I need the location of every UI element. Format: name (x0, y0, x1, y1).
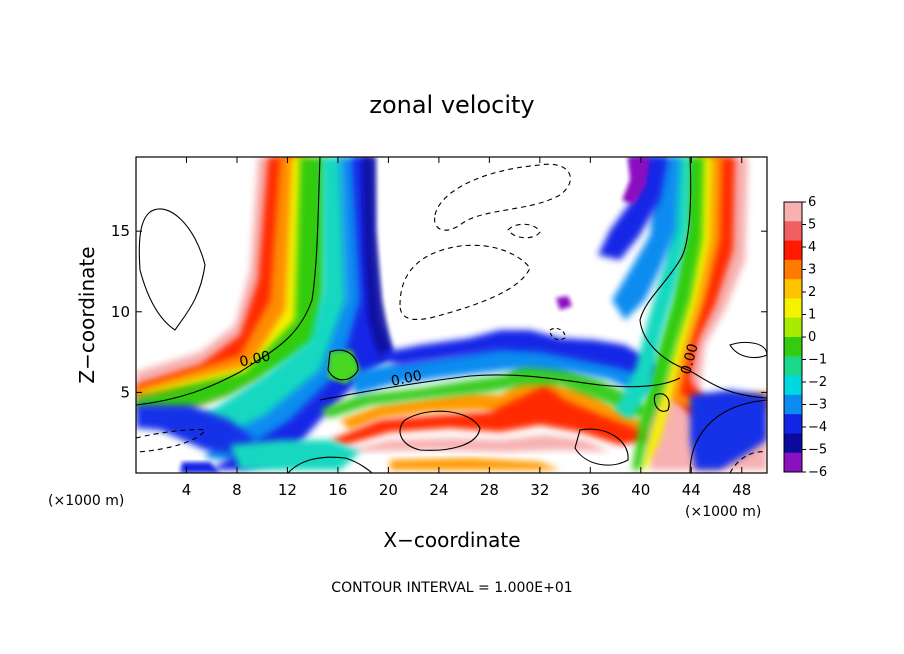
plume-right-blue (612, 157, 680, 320)
x-tick-label: 36 (581, 481, 600, 499)
colorbar-label: −2 (808, 375, 827, 390)
dashed-contour-large (399, 244, 531, 321)
colorbar-swatch (784, 317, 802, 338)
right-lower-blue (690, 390, 767, 470)
x-tick-label: 28 (480, 481, 499, 499)
colorbar-label: 4 (808, 240, 816, 255)
plume-right-orange (670, 157, 767, 408)
y-tick-label: 15 (111, 222, 130, 240)
small-purple-blob (556, 296, 572, 310)
colorbar-swatch (784, 375, 802, 396)
bottom-cyan-left (230, 440, 360, 470)
zero-contour-label: 0.00 (678, 342, 702, 376)
colorbar-swatch (784, 202, 802, 222)
x-axis-label: X−coordinate (383, 528, 520, 552)
green-blob-center (328, 350, 360, 384)
x-tick-label: 32 (530, 481, 549, 499)
x-tick-label: 24 (429, 481, 448, 499)
closed-contour-far-right (729, 341, 767, 359)
x-axis-ticks: 4 8 12 16 20 24 28 32 36 40 44 48 (182, 157, 751, 499)
plume-left-yellow (136, 157, 310, 395)
colorbar-swatch (784, 221, 802, 242)
x-tick-label: 44 (682, 481, 701, 499)
colorbar-label: 0 (808, 330, 816, 345)
y-axis-label: Z−coordinate (75, 246, 99, 383)
zero-contour-label: 0.00 (390, 368, 424, 390)
contour-labels: 0.00 0.00 0.00 (238, 342, 702, 390)
colorbar-label: 6 (808, 195, 816, 210)
colorbar-label: 5 (808, 218, 816, 233)
plume-left-orange (136, 157, 304, 392)
colorbar: 6 5 4 3 2 1 0 −1 −2 −3 −4 −5 −6 (783, 195, 827, 480)
band-red (330, 385, 650, 445)
bottom-orange-mid (390, 458, 560, 470)
zero-contour-right-bottom (689, 399, 767, 473)
velocity-field (136, 157, 767, 473)
colorbar-label: −3 (808, 398, 827, 413)
x-unit-right: (×1000 m) (685, 504, 761, 520)
closed-contour-right (574, 428, 629, 466)
contour-interval-footer: CONTOUR INTERVAL = 1.000E+01 (331, 580, 572, 596)
dashed-contour-small (507, 223, 541, 239)
dashed-contour-upper (434, 163, 571, 231)
colorbar-swatch (784, 298, 802, 319)
colorbar-swatch (784, 414, 802, 434)
dashed-contour-bottom-right (729, 451, 767, 473)
zero-contour-center (319, 374, 681, 401)
colorbar-swatch (784, 452, 802, 473)
plume-left-green (136, 157, 326, 412)
colorbar-swatch (784, 259, 802, 280)
plume-right-darkblue (598, 157, 668, 260)
x-tick-label: 4 (182, 481, 192, 499)
colorbar-label: −5 (808, 443, 827, 458)
colorbar-swatch (784, 337, 802, 357)
y-tick-label: 10 (111, 303, 130, 321)
y-axis-ticks: 5 10 15 (111, 222, 767, 401)
colorbar-label: 1 (808, 308, 816, 323)
x-unit-left: (×1000 m) (48, 493, 124, 509)
closed-contour-small (653, 393, 670, 412)
colorbar-swatch (784, 394, 802, 415)
plume-left-cyan (180, 157, 360, 440)
chart-title: zonal velocity (369, 91, 534, 119)
colorbar-swatch (784, 433, 802, 454)
colorbar-label: −6 (808, 465, 827, 480)
closed-contour-left (138, 208, 206, 331)
plume-left-navy (362, 157, 392, 362)
x-tick-label: 8 (232, 481, 242, 499)
plot-frame (135, 156, 768, 474)
lower-left-blue (136, 405, 255, 455)
band-pink (340, 435, 610, 452)
colorbar-label: 2 (808, 285, 816, 300)
colorbar-label: −1 (808, 353, 827, 368)
plume-right-red (672, 157, 767, 415)
colorbar-label: 3 (808, 263, 816, 278)
zero-contour-left (136, 157, 321, 406)
colorbar-swatch (784, 356, 802, 377)
plume-right-purple (622, 157, 650, 205)
band-darkblue (370, 330, 662, 378)
bottom-blue-left (180, 462, 220, 473)
zero-contour-label: 0.00 (238, 348, 272, 370)
closed-contour-mid (399, 410, 481, 451)
x-tick-label: 20 (379, 481, 398, 499)
colorbar-swatch (784, 240, 802, 261)
colorbar-label: −4 (808, 420, 827, 435)
x-tick-label: 48 (732, 481, 751, 499)
x-tick-label: 16 (328, 481, 347, 499)
closed-contour-green (327, 349, 359, 381)
zero-contour-right (639, 157, 767, 399)
dashed-contour-tiny (549, 327, 566, 341)
x-tick-label: 40 (631, 481, 650, 499)
x-tick-label: 12 (278, 481, 297, 499)
zero-contour-bottom (287, 456, 373, 473)
y-tick-label: 5 (120, 383, 130, 401)
plume-left-darkblue (210, 157, 395, 470)
contour-lines (136, 157, 767, 473)
colorbar-swatch (784, 279, 802, 299)
